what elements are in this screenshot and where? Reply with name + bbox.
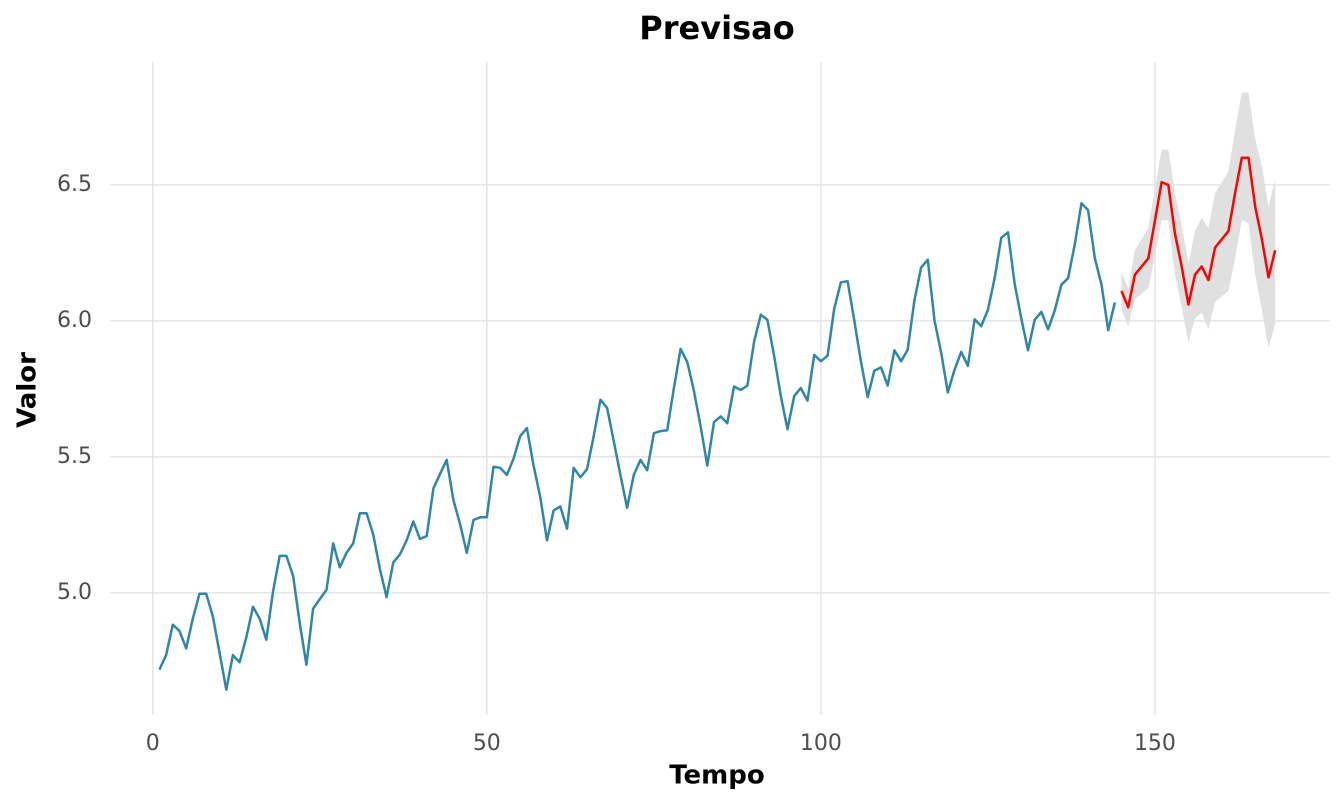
line [1120, 156, 1277, 309]
x-axis-label: Tempo [669, 761, 764, 791]
y-tick-label: 5.5 [57, 444, 92, 469]
x-tick-label: 100 [800, 731, 842, 756]
x-tick-label: 0 [146, 731, 160, 756]
x-tick-label: 50 [473, 731, 501, 756]
line [158, 201, 1117, 691]
x-tick-label: 150 [1134, 731, 1176, 756]
y-tick-label: 5.0 [57, 580, 92, 605]
confidence-band [1121, 92, 1276, 349]
y-tick-label: 6.0 [57, 308, 92, 333]
chart-title: Previsao [639, 9, 794, 47]
y-tick-label: 6.5 [57, 172, 92, 197]
y-axis-label: Valor [13, 352, 43, 428]
